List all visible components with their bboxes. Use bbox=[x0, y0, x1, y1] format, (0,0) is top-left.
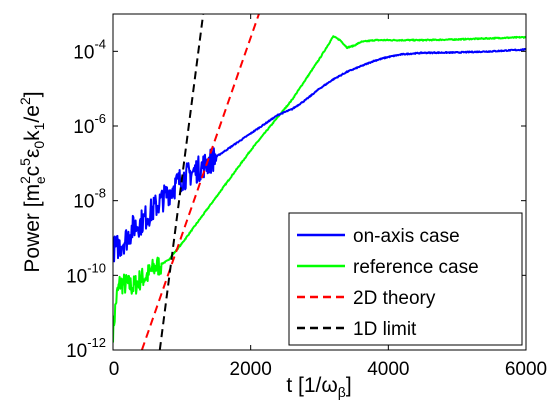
series-line-2d-theory bbox=[140, 14, 260, 350]
series-line-on-axis-case bbox=[113, 48, 526, 263]
plot-frame bbox=[112, 13, 527, 351]
x-tick-label: 0 bbox=[109, 359, 120, 380]
y-tick-label: 10-6 bbox=[73, 111, 106, 138]
x-tick-label: 6000 bbox=[505, 359, 547, 380]
legend-label-1d-limit: 1D limit bbox=[353, 319, 417, 340]
y-axis-label: Power [m2ec5ε0k1/e2] bbox=[17, 91, 48, 272]
plot-area bbox=[113, 14, 526, 350]
series-line-reference-case bbox=[113, 35, 526, 343]
x-tick-label: 2000 bbox=[230, 359, 272, 380]
legend-label-reference-case: reference case bbox=[353, 257, 479, 278]
axis-tick-labels: 0 2000 4000 6000 10-12 10-10 10-8 10-6 10-4 bbox=[66, 36, 547, 380]
y-tick-label: 10-12 bbox=[66, 335, 106, 362]
axis-ticks bbox=[112, 14, 527, 351]
y-tick-label: 10-4 bbox=[73, 36, 106, 63]
legend-label-on-axis-case: on-axis case bbox=[353, 226, 460, 247]
legend: on-axis case reference case 2D theory 1D li… bbox=[288, 212, 523, 346]
y-tick-label: 10-10 bbox=[66, 260, 106, 287]
y-tick-label: 10-8 bbox=[73, 186, 106, 213]
x-tick-label: 4000 bbox=[367, 359, 409, 380]
series-line-1d-limit bbox=[158, 14, 205, 350]
legend-label-2d-theory: 2D theory bbox=[353, 288, 436, 309]
